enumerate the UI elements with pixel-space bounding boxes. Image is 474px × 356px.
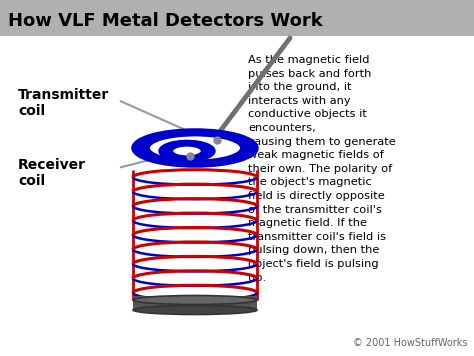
Text: As the magnetic field
pulses back and forth
into the ground, it
interacts with a: As the magnetic field pulses back and fo… [248,55,396,283]
Ellipse shape [160,141,214,161]
Text: Transmitter
coil: Transmitter coil [18,88,109,118]
Text: How VLF Metal Detectors Work: How VLF Metal Detectors Work [8,12,323,30]
Ellipse shape [148,135,241,161]
Text: © 2001 HowStuffWorks: © 2001 HowStuffWorks [354,338,468,348]
Text: Receiver
coil: Receiver coil [18,158,86,188]
Ellipse shape [133,295,257,304]
Ellipse shape [172,146,202,156]
Ellipse shape [133,130,257,166]
Bar [0,0,474,36]
Polygon shape [133,296,257,310]
Ellipse shape [133,305,257,314]
